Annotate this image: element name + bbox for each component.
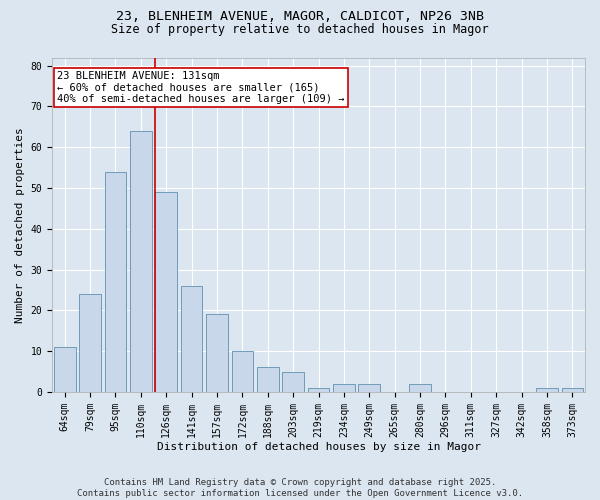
Bar (181, 286, 202, 392)
Bar (358, 384, 380, 392)
Text: Contains HM Land Registry data © Crown copyright and database right 2025.
Contai: Contains HM Land Registry data © Crown c… (77, 478, 523, 498)
Bar (333, 384, 355, 392)
X-axis label: Distribution of detached houses by size in Magor: Distribution of detached houses by size … (157, 442, 481, 452)
Bar (79, 294, 101, 392)
Text: 23, BLENHEIM AVENUE, MAGOR, CALDICOT, NP26 3NB: 23, BLENHEIM AVENUE, MAGOR, CALDICOT, NP… (116, 10, 484, 23)
Bar (283, 372, 304, 392)
Bar (562, 388, 583, 392)
Text: Size of property relative to detached houses in Magor: Size of property relative to detached ho… (111, 22, 489, 36)
Bar (104, 172, 126, 392)
Bar (308, 388, 329, 392)
Y-axis label: Number of detached properties: Number of detached properties (15, 127, 25, 322)
Bar (155, 192, 177, 392)
Bar (206, 314, 228, 392)
Bar (409, 384, 431, 392)
Text: 23 BLENHEIM AVENUE: 131sqm
← 60% of detached houses are smaller (165)
40% of sem: 23 BLENHEIM AVENUE: 131sqm ← 60% of deta… (58, 71, 345, 104)
Bar (232, 351, 253, 392)
Bar (536, 388, 558, 392)
Bar (54, 347, 76, 392)
Bar (130, 131, 152, 392)
Bar (257, 368, 278, 392)
